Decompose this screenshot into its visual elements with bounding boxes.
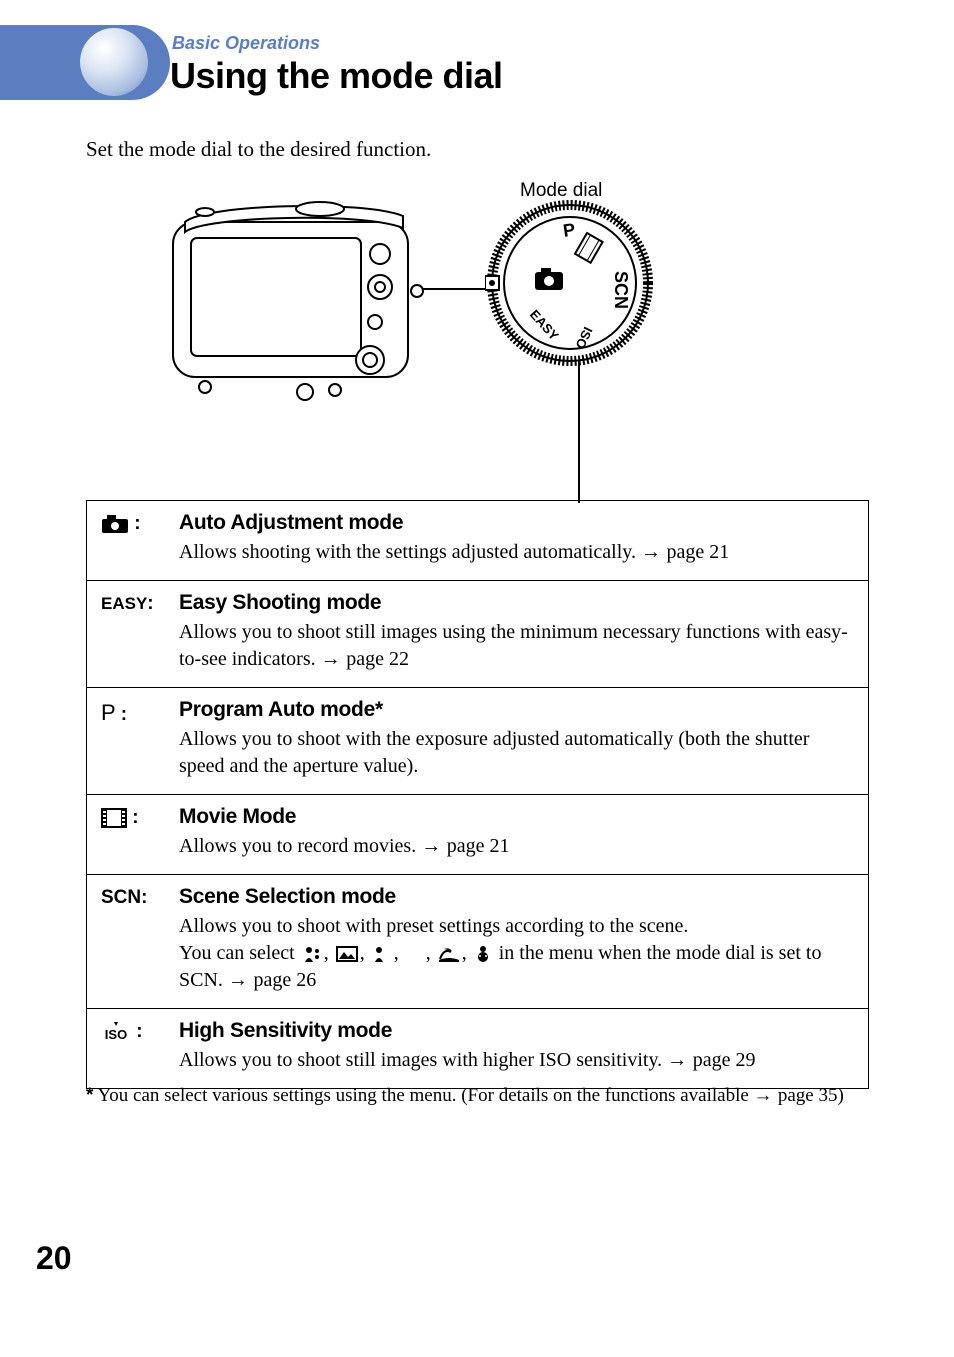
mode-dial-figure: Mode dial	[165, 180, 805, 500]
mode-scn-label: SCN:	[101, 885, 179, 994]
page-ref: page 21	[447, 835, 510, 857]
iso-icon: ISO	[101, 1021, 131, 1043]
mode-icon-text: SCN	[101, 887, 141, 908]
arrow-icon: →	[321, 648, 347, 670]
twilight-icon	[406, 945, 424, 963]
table-row: EASY: Easy Shooting mode Allows you to s…	[87, 580, 868, 687]
page-ref: page 22	[346, 648, 409, 670]
arrow-icon: →	[754, 1085, 778, 1106]
mode-desc-text: Allows you to record movies.	[179, 835, 421, 857]
scene-line-pre: You can select	[179, 942, 300, 964]
mode-icon-text: P	[101, 700, 121, 725]
mode-desc-text: Allows you to shoot still images using t…	[179, 621, 848, 670]
mode-desc-text: Allows you to shoot still images with hi…	[179, 1049, 667, 1071]
page-title: Using the mode dial	[170, 55, 503, 97]
mode-description: Allows you to shoot with the exposure ad…	[179, 726, 854, 780]
camera-illustration-icon	[165, 192, 420, 402]
table-row: : Auto Adjustment mode Allows shooting w…	[87, 501, 868, 580]
mode-title: High Sensitivity mode	[179, 1019, 854, 1043]
mode-title: Movie Mode	[179, 805, 854, 829]
page-number: 20	[36, 1240, 72, 1277]
footnote: * You can select various settings using …	[86, 1085, 876, 1107]
mode-desc-text: Allows shooting with the settings adjust…	[179, 541, 641, 563]
mode-description: Allows you to shoot with preset settings…	[179, 913, 854, 994]
camera-icon	[101, 514, 129, 534]
mode-desc-text: Allows you to shoot with preset settings…	[179, 915, 688, 937]
arrow-icon: →	[228, 969, 254, 991]
intro-text: Set the mode dial to the desired functio…	[86, 137, 431, 162]
mode-desc-text: Allows you to shoot with the exposure ad…	[179, 728, 809, 777]
page-header: Basic Operations Using the mode dial	[0, 25, 954, 100]
footnote-tail: )	[837, 1085, 843, 1106]
snow-icon	[474, 944, 492, 964]
svg-text:ISO: ISO	[105, 1027, 127, 1042]
film-icon	[101, 808, 127, 828]
header-orb-icon	[80, 28, 148, 96]
page-ref: page 35	[778, 1085, 838, 1106]
table-row: SCN: Scene Selection mode Allows you to …	[87, 874, 868, 1008]
mode-program-label: P:	[101, 698, 179, 780]
page-ref: page 26	[253, 969, 316, 991]
table-row: ISO : High Sensitivity mode Allows you t…	[87, 1008, 868, 1088]
mode-title: Program Auto mode*	[179, 698, 854, 722]
svg-text:SCN: SCN	[611, 271, 631, 309]
mode-auto-icon: :	[101, 511, 179, 566]
footnote-text: You can select various settings using th…	[93, 1085, 753, 1106]
page-ref: page 21	[667, 541, 730, 563]
arrow-icon: →	[667, 1049, 693, 1071]
landscape-icon	[336, 946, 358, 962]
table-row: : Movie Mode Allows you to record movies…	[87, 794, 868, 874]
mode-description: Allows shooting with the settings adjust…	[179, 539, 854, 566]
mode-title: Scene Selection mode	[179, 885, 854, 909]
leader-line-icon	[578, 360, 580, 503]
twilight-portrait-icon	[372, 945, 392, 963]
table-row: P: Program Auto mode* Allows you to shoo…	[87, 687, 868, 794]
arrow-icon: →	[641, 541, 667, 563]
modes-table: : Auto Adjustment mode Allows shooting w…	[86, 500, 869, 1089]
mode-icon-text: EASY	[101, 594, 147, 613]
mode-dial-illustration-icon: P SCN EASY ISO	[485, 198, 655, 368]
mode-description: Allows you to shoot still images with hi…	[179, 1047, 854, 1074]
mode-description: Allows you to shoot still images using t…	[179, 619, 854, 673]
page-ref: page 29	[693, 1049, 756, 1071]
soft-snap-icon	[302, 945, 322, 963]
mode-easy-label: EASY:	[101, 591, 179, 673]
mode-description: Allows you to record movies. → page 21	[179, 833, 854, 860]
mode-title: Auto Adjustment mode	[179, 511, 854, 535]
section-label: Basic Operations	[172, 33, 320, 54]
beach-icon	[438, 946, 460, 962]
mode-iso-icon: ISO :	[101, 1019, 179, 1074]
arrow-icon: →	[421, 835, 447, 857]
mode-movie-icon: :	[101, 805, 179, 860]
mode-title: Easy Shooting mode	[179, 591, 854, 615]
